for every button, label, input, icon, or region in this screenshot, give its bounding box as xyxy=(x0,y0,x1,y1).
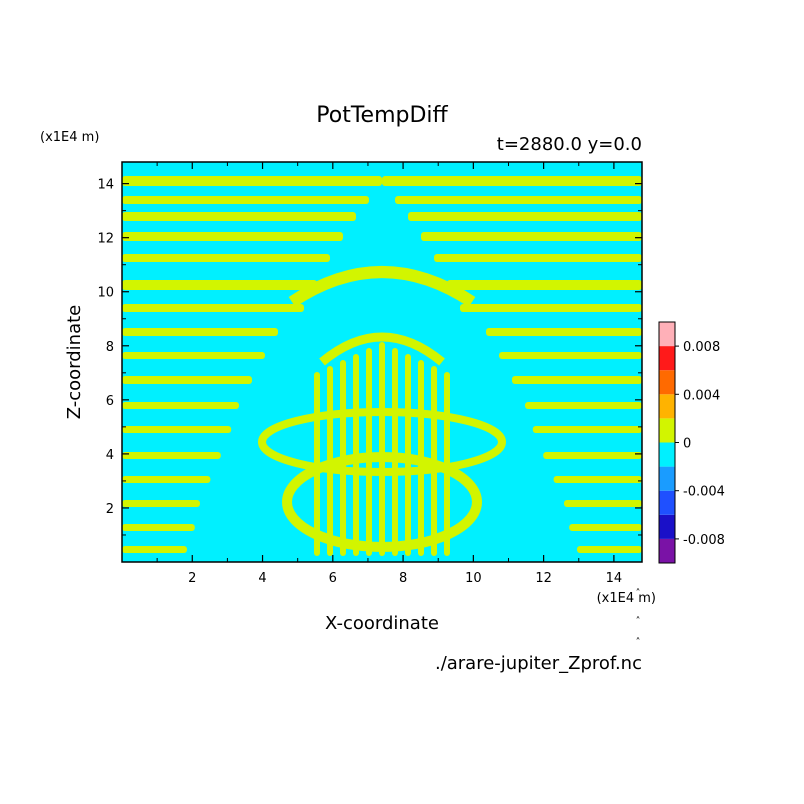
colorbar-segment xyxy=(659,538,675,563)
positive-band xyxy=(122,212,356,221)
positive-band xyxy=(122,426,232,433)
colorbar-segment xyxy=(659,466,675,491)
positive-band xyxy=(569,524,642,531)
positive-arch xyxy=(288,266,476,307)
positive-band xyxy=(525,402,642,409)
positive-band xyxy=(447,280,642,290)
colorbar-segment xyxy=(659,394,675,419)
chart-subtitle: t=2880.0 y=0.0 xyxy=(497,134,642,155)
positive-band xyxy=(122,524,195,531)
corner-mark: ˄ xyxy=(636,587,641,599)
plot-frame xyxy=(121,161,643,563)
y-tick-label: 4 xyxy=(106,448,114,463)
y-tick-label: 14 xyxy=(97,178,114,193)
positive-band xyxy=(122,254,330,262)
colorbar-segment xyxy=(659,418,675,443)
positive-band xyxy=(460,304,642,312)
positive-band xyxy=(434,254,642,262)
positive-band xyxy=(122,500,200,507)
colorbar-segment xyxy=(659,490,675,515)
x-tick-label: 8 xyxy=(399,571,407,586)
y-tick-label: 8 xyxy=(106,340,114,355)
y-axis-unit: (x1E4 m) xyxy=(40,130,99,145)
x-tick-label: 10 xyxy=(465,571,482,586)
positive-band xyxy=(122,546,187,553)
positive-band xyxy=(122,476,211,483)
positive-band xyxy=(395,196,642,204)
positive-column xyxy=(366,348,372,556)
x-tick-label: 12 xyxy=(535,571,552,586)
positive-band xyxy=(122,352,265,359)
colorbar-segment xyxy=(659,370,675,395)
positive-band xyxy=(122,280,317,290)
colorbar-label: 0 xyxy=(683,437,691,452)
y-tick-label: 12 xyxy=(97,232,114,247)
y-tick-label: 2 xyxy=(106,502,114,517)
positive-band xyxy=(382,176,642,186)
positive-band xyxy=(512,376,642,384)
colorbar-segment xyxy=(659,442,675,467)
corner-mark: ˄ xyxy=(636,636,641,648)
positive-column xyxy=(379,342,385,556)
positive-band xyxy=(577,546,642,553)
corner-mark: ˄ xyxy=(636,615,641,627)
colorbar-label: -0.008 xyxy=(683,533,725,548)
positive-band xyxy=(543,452,642,459)
positive-band xyxy=(122,304,304,312)
colorbar: 0.008 0.004 0 -0.004 -0.008 xyxy=(658,321,725,564)
positive-band xyxy=(532,426,642,433)
positive-band xyxy=(122,196,369,204)
positive-blob xyxy=(282,452,482,552)
positive-band xyxy=(122,176,382,186)
positive-band xyxy=(122,376,252,384)
colorbar-label: 0.004 xyxy=(683,388,720,403)
x-tick-label: 2 xyxy=(188,571,196,586)
corner-marks: ˄ ˄ ˄ xyxy=(636,587,641,648)
positive-band xyxy=(122,232,343,241)
plot-area xyxy=(121,161,643,563)
x-tick-label: 4 xyxy=(258,571,266,586)
positive-band xyxy=(122,452,221,459)
positive-band xyxy=(486,328,642,336)
positive-band xyxy=(564,500,642,507)
y-tick-label: 10 xyxy=(97,286,114,301)
chart-title: PotTempDiff xyxy=(316,103,448,128)
colorbar-segment xyxy=(659,346,675,371)
y-axis-ticks: 2 4 6 8 10 12 14 xyxy=(97,178,642,536)
y-axis-label: Z-coordinate xyxy=(64,305,85,420)
source-filename: ./arare-jupiter_Zprof.nc xyxy=(435,653,642,674)
x-axis-ticks: 2 4 6 8 10 12 14 xyxy=(156,162,623,586)
positive-band xyxy=(122,328,278,336)
x-axis-unit: (x1E4 m) xyxy=(597,591,656,606)
positive-column xyxy=(392,348,398,556)
positive-band xyxy=(408,212,642,221)
x-tick-label: 6 xyxy=(329,571,337,586)
colorbar-label: -0.004 xyxy=(683,485,725,500)
positive-band xyxy=(122,402,239,409)
colorbar-segment xyxy=(659,322,675,347)
colorbar-segment xyxy=(659,514,675,539)
x-tick-label: 14 xyxy=(606,571,623,586)
colorbar-label: 0.008 xyxy=(683,340,720,355)
positive-band xyxy=(553,476,642,483)
x-axis-label: X-coordinate xyxy=(325,613,439,634)
positive-blob xyxy=(258,408,506,476)
positive-band xyxy=(499,352,642,359)
y-tick-label: 6 xyxy=(106,394,114,409)
positive-band xyxy=(421,232,642,241)
positive-arch xyxy=(319,332,445,366)
field-positive-regions xyxy=(122,176,642,556)
